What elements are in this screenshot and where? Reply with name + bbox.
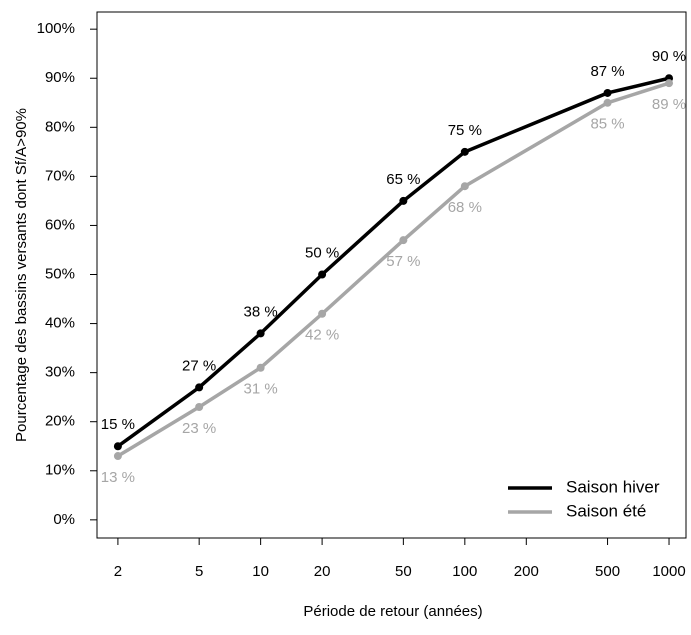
data-label: 85 % xyxy=(590,116,624,133)
x-tick-label: 50 xyxy=(395,563,412,580)
y-tick-label: 50% xyxy=(45,265,75,282)
data-label: 87 % xyxy=(590,63,624,80)
data-point xyxy=(318,309,327,318)
data-label: 42 % xyxy=(305,327,339,344)
data-label: 23 % xyxy=(182,420,216,437)
x-tick-label: 2 xyxy=(114,563,122,580)
data-point xyxy=(603,88,612,97)
y-tick-label: 10% xyxy=(45,462,75,479)
data-label: 75 % xyxy=(448,122,482,139)
data-point xyxy=(460,147,469,156)
series-line xyxy=(116,81,670,458)
x-tick-label: 500 xyxy=(595,563,620,580)
y-tick-label: 40% xyxy=(45,315,75,332)
x-tick-label: 100 xyxy=(452,563,477,580)
plot-frame xyxy=(96,11,687,539)
x-axis-label: Période de retour (années) xyxy=(303,603,482,620)
data-label: 38 % xyxy=(244,303,278,320)
data-label: 57 % xyxy=(386,253,420,270)
data-label: 50 % xyxy=(305,244,339,261)
data-label: 89 % xyxy=(652,96,686,113)
data-label: 31 % xyxy=(244,381,278,398)
x-tick-label: 1000 xyxy=(652,563,685,580)
data-label: 68 % xyxy=(448,199,482,216)
y-tick-label: 70% xyxy=(45,167,75,184)
x-tick-label: 5 xyxy=(195,563,203,580)
y-tick-label: 20% xyxy=(45,413,75,430)
y-tick-label: 30% xyxy=(45,364,75,381)
data-point xyxy=(195,402,204,411)
data-point xyxy=(113,452,122,461)
data-label: 90 % xyxy=(652,48,686,65)
y-tick-label: 100% xyxy=(37,20,75,37)
data-point xyxy=(399,196,408,205)
y-tick-label: 90% xyxy=(45,69,75,86)
data-point xyxy=(399,236,408,245)
data-label: 65 % xyxy=(386,171,420,188)
data-point xyxy=(256,329,265,338)
data-point xyxy=(460,182,469,191)
y-tick-label: 0% xyxy=(53,511,75,528)
series-line xyxy=(116,76,670,448)
data-point xyxy=(665,79,674,88)
data-point xyxy=(195,383,204,392)
legend-label: Saison été xyxy=(566,501,646,520)
x-tick-label: 20 xyxy=(314,563,331,580)
data-point xyxy=(256,363,265,372)
data-point xyxy=(318,270,327,279)
data-point xyxy=(603,98,612,107)
data-point xyxy=(113,442,122,451)
y-tick-label: 60% xyxy=(45,216,75,233)
x-tick-label: 200 xyxy=(514,563,539,580)
y-axis-label: Pourcentage des bassins versants dont Sf… xyxy=(13,108,30,442)
x-tick-label: 10 xyxy=(252,563,269,580)
legend-label: Saison hiver xyxy=(566,477,660,496)
data-label: 27 % xyxy=(182,357,216,374)
data-label: 15 % xyxy=(101,416,135,433)
data-label: 13 % xyxy=(101,469,135,486)
y-tick-label: 80% xyxy=(45,118,75,135)
